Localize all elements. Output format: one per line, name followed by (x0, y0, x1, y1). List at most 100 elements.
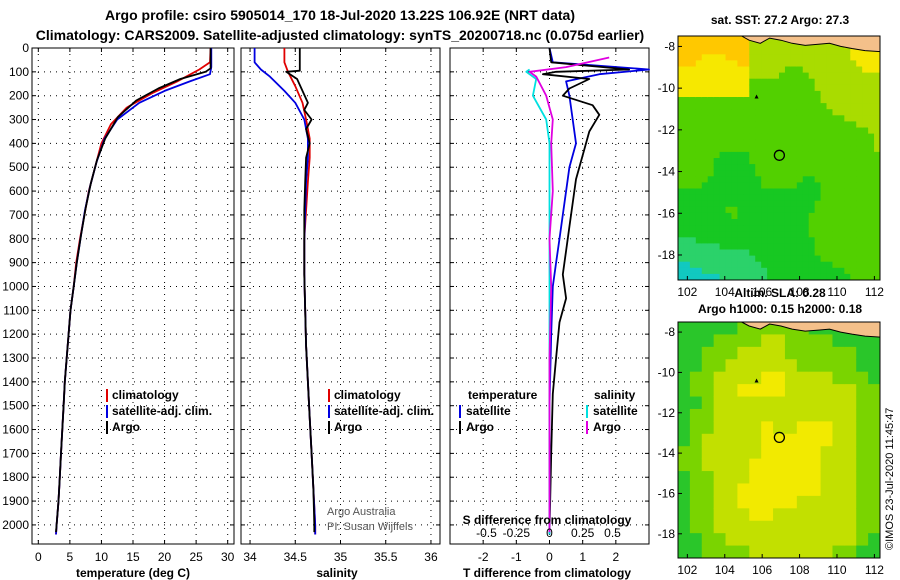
map-cell (761, 54, 768, 61)
map-cell (820, 483, 833, 497)
map-cell (802, 200, 810, 208)
map-cell (773, 84, 780, 92)
map-cell (749, 200, 756, 208)
temperature-axis: 0 5 10 15 20 25 30 (35, 550, 235, 564)
map-cell (832, 408, 845, 422)
y-tick-label: 1700 (2, 446, 29, 460)
map-cell (868, 225, 875, 232)
map-cell (767, 261, 774, 269)
map-cell (773, 255, 780, 263)
map-cell (725, 97, 732, 104)
map-cell (731, 127, 738, 135)
map-cell (862, 273, 869, 281)
map-cell (850, 54, 857, 61)
map-cell (773, 182, 780, 189)
map-cell (678, 433, 691, 447)
map-cell (749, 188, 756, 196)
map-cell (689, 84, 697, 92)
lon-tick-label: 102 (677, 285, 697, 299)
map-cell (755, 188, 762, 196)
map-cell (749, 433, 762, 447)
map-cell (743, 72, 750, 80)
map-cell (832, 458, 845, 472)
map-cell (820, 206, 828, 214)
map-cell (844, 54, 851, 61)
map-cell (832, 145, 839, 153)
map-cell (868, 219, 875, 226)
map-cell (850, 212, 857, 220)
map-cell (796, 359, 810, 373)
map-cell (796, 103, 804, 110)
map-cell (701, 545, 715, 559)
map-cell (773, 127, 780, 135)
lon-tick-label: 106 (752, 285, 772, 299)
map-cell (856, 176, 863, 183)
x-tick-label: 1 (579, 550, 586, 564)
map-cell (802, 206, 810, 214)
map-cell (779, 127, 786, 135)
map-cell (790, 170, 798, 177)
map-cell (796, 200, 804, 208)
map-cell (808, 48, 816, 55)
map-cell (755, 145, 762, 153)
map-cell (707, 170, 715, 177)
map-cell (683, 182, 691, 189)
map-cell (856, 508, 869, 522)
map-cell (796, 115, 804, 122)
map-cell (767, 54, 774, 61)
map-cell (826, 90, 833, 98)
map-cell (796, 121, 804, 128)
map-cell (808, 446, 822, 460)
map-cell (796, 206, 804, 214)
map-cell (832, 115, 839, 122)
map-cell (773, 249, 780, 257)
map-cell (731, 84, 738, 92)
map-cell (796, 60, 804, 67)
lat-tick-label: -10 (658, 365, 676, 379)
map-cell (773, 433, 786, 447)
argo-credit-line-1: Argo Australia (327, 506, 396, 518)
map-cell (743, 261, 750, 269)
map-cell (761, 188, 768, 196)
map-cell (749, 520, 762, 534)
map-cell (808, 267, 816, 275)
map-cell (790, 237, 798, 244)
map-cell (874, 219, 881, 226)
map-cell (749, 103, 756, 110)
map-cell (826, 212, 833, 220)
map-cell (731, 133, 738, 141)
map-cell (701, 90, 709, 98)
map-cell (820, 408, 833, 422)
map-cell (689, 371, 703, 385)
map-cell (826, 219, 833, 226)
map-cell (719, 66, 727, 74)
map-cell (719, 164, 727, 171)
map-cell (678, 219, 685, 226)
map-cell (802, 103, 810, 110)
map-cell (767, 36, 774, 43)
map-cell (713, 109, 721, 116)
map-cell (820, 261, 828, 269)
map-cell (826, 60, 833, 67)
map-cell (856, 170, 863, 177)
map-cell (689, 458, 703, 472)
map-cell (678, 200, 685, 208)
map-cell (844, 243, 851, 250)
lat-tick-label: -8 (664, 325, 675, 339)
map-cell (683, 255, 691, 263)
map-cell (784, 533, 798, 547)
map-cell (868, 545, 881, 559)
map-cell (683, 164, 691, 171)
map-cell (683, 145, 691, 153)
map-cell (695, 121, 703, 128)
map-cell (820, 334, 833, 348)
map-cell (707, 133, 715, 141)
map-cell (737, 231, 744, 238)
map-cell (796, 334, 810, 348)
map-cell (678, 261, 685, 269)
map-cell (725, 384, 738, 398)
map-cell (856, 109, 863, 116)
map-cell (707, 194, 715, 202)
map-cell (773, 446, 786, 460)
map-cell (707, 48, 715, 55)
